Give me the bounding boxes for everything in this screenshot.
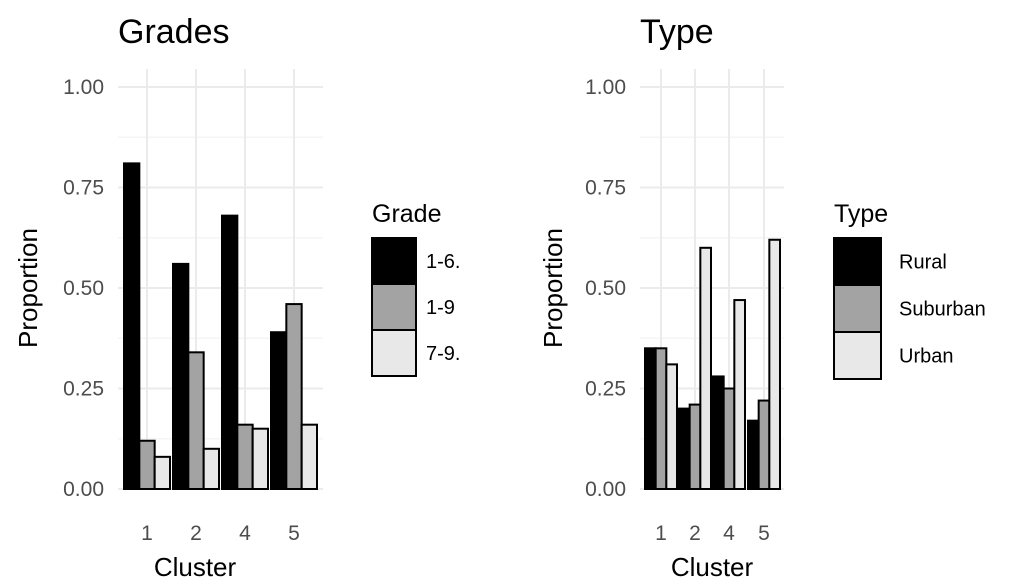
bar <box>270 331 288 490</box>
legend-title: Type <box>834 200 888 228</box>
legend-key <box>371 283 417 331</box>
bar <box>202 447 221 490</box>
bar <box>300 423 318 490</box>
legend-label: Rural <box>899 252 947 274</box>
legend-title: Grade <box>372 200 441 228</box>
bar <box>187 351 205 490</box>
y-axis-title: Proportion <box>538 228 568 348</box>
y-tick-labels: 0.00 0.25 0.50 0.75 1.00 <box>63 76 104 501</box>
y-tick-label: 0.00 <box>585 478 626 501</box>
bars <box>644 238 781 491</box>
bar <box>172 262 190 490</box>
chart-title: Type <box>640 13 714 51</box>
y-tick-label: 0.25 <box>585 378 626 401</box>
y-tick-label: 0.25 <box>63 378 104 401</box>
x-tick-label: 2 <box>689 522 701 545</box>
bar <box>236 423 254 490</box>
x-tick-label: 5 <box>758 522 770 545</box>
bar <box>221 214 239 490</box>
x-tick-label: 4 <box>723 522 735 545</box>
legend-label: 1-6. <box>426 251 460 273</box>
bar <box>747 419 760 490</box>
bar <box>768 238 781 490</box>
x-axis-title: Cluster <box>154 552 237 581</box>
y-axis-title: Proportion <box>13 228 43 348</box>
bar <box>654 347 668 490</box>
legend-label: 7-9. <box>426 343 460 365</box>
x-tick-label: 4 <box>239 522 251 545</box>
legend-label: Suburban <box>899 299 986 321</box>
y-tick-label: 0.75 <box>585 177 626 200</box>
legend-key <box>371 237 417 285</box>
bar <box>153 455 172 490</box>
bar <box>733 299 746 490</box>
y-tick-label: 1.00 <box>585 76 626 99</box>
bars <box>123 162 318 491</box>
legend-key <box>833 331 882 380</box>
bar <box>138 439 156 491</box>
y-tick-label: 0.50 <box>585 277 626 300</box>
y-tick-label: 0.75 <box>63 177 104 200</box>
y-tick-label: 0.00 <box>63 478 104 501</box>
legend: Grade 1-6. 1-9 7-9. <box>371 200 460 377</box>
bar <box>678 407 691 491</box>
bar <box>251 427 270 491</box>
legend: Type Rural Suburban Urban <box>833 200 986 380</box>
y-tick-label: 1.00 <box>63 76 104 99</box>
legend-key <box>833 237 882 286</box>
x-tick-label: 1 <box>655 522 667 545</box>
x-tick-label: 5 <box>288 522 300 545</box>
bar <box>665 363 678 491</box>
legend-label: Urban <box>899 346 953 368</box>
y-tick-labels: 0.00 0.25 0.50 0.75 1.00 <box>585 76 626 501</box>
grades-chart: Grades 0.00 0.25 0.50 0.75 1.00 1 2 4 5 Cluster… <box>13 13 460 581</box>
bar <box>285 303 303 490</box>
x-axis-title: Cluster <box>671 552 754 581</box>
bar <box>688 403 702 490</box>
legend-key <box>371 329 417 377</box>
bar <box>722 387 736 490</box>
bar <box>757 399 771 490</box>
y-tick-label: 0.50 <box>63 277 104 300</box>
bar <box>699 246 712 490</box>
x-tick-labels: 1 2 4 5 <box>141 522 300 545</box>
x-tick-label: 2 <box>190 522 202 545</box>
legend-keys: Rural Suburban Urban <box>833 237 986 380</box>
x-tick-label: 1 <box>141 522 153 545</box>
legend-key <box>833 284 882 333</box>
legend-label: 1-9 <box>426 297 455 319</box>
bar <box>712 375 725 490</box>
legend-keys: 1-6. 1-9 7-9. <box>371 237 460 377</box>
chart-title: Grades <box>118 13 230 51</box>
bar <box>644 347 657 490</box>
bar <box>123 162 141 490</box>
